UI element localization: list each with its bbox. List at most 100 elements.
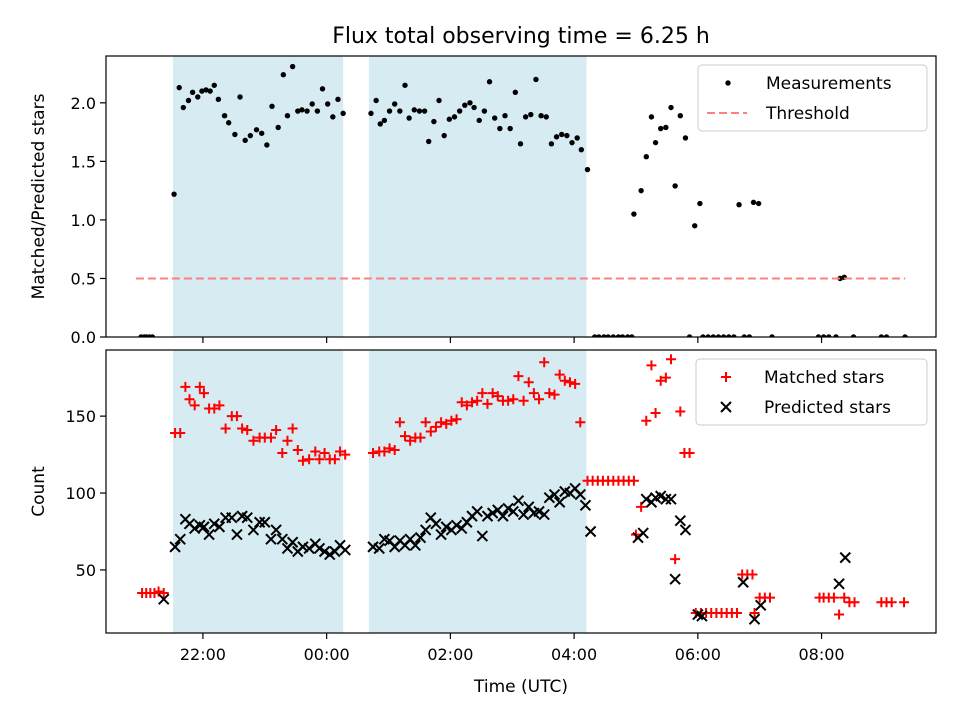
data-point	[902, 334, 908, 337]
data-point	[195, 94, 201, 100]
data-point	[242, 137, 248, 143]
data-point	[574, 135, 580, 141]
y-tick-label: 150	[65, 407, 96, 426]
data-point	[574, 488, 586, 501]
series-matched-stars	[137, 354, 910, 620]
data-point	[406, 115, 412, 121]
data-point	[368, 448, 379, 459]
data-point	[384, 443, 395, 454]
data-point	[180, 381, 191, 392]
data-point	[242, 424, 253, 435]
data-point	[379, 446, 390, 457]
data-point	[482, 398, 493, 409]
data-point	[741, 334, 747, 337]
data-point	[502, 502, 514, 515]
data-point	[265, 432, 276, 443]
data-point	[486, 79, 493, 85]
data-point	[507, 505, 519, 518]
data-point	[850, 334, 857, 337]
data-point	[415, 432, 426, 443]
data-point	[282, 435, 293, 446]
data-point	[650, 408, 661, 419]
data-point	[414, 531, 427, 544]
data-point	[503, 395, 514, 406]
data-point	[199, 88, 205, 94]
data-point	[237, 423, 248, 434]
data-point	[188, 522, 201, 535]
x-tick-label: 22:00	[180, 645, 226, 664]
data-point	[176, 84, 182, 91]
data-point	[264, 142, 270, 148]
data-point	[826, 334, 832, 337]
y-tick-label: 1.5	[71, 152, 96, 171]
data-point	[313, 542, 326, 555]
data-point	[736, 201, 742, 208]
data-point	[513, 371, 524, 382]
data-point	[456, 108, 463, 114]
data-point	[538, 508, 550, 521]
data-point	[189, 400, 200, 411]
data-point	[329, 454, 340, 465]
data-point	[287, 423, 298, 434]
data-point	[324, 548, 336, 561]
data-point	[441, 132, 447, 139]
data-point	[299, 107, 305, 113]
data-point	[421, 108, 428, 114]
data-point	[522, 114, 529, 120]
data-point	[280, 72, 287, 78]
data-point	[492, 391, 503, 402]
data-point	[655, 375, 666, 386]
data-point	[309, 101, 315, 107]
data-point	[180, 104, 187, 111]
series-measurements	[138, 63, 908, 337]
data-point	[203, 528, 215, 541]
data-point	[277, 448, 288, 459]
data-point	[446, 116, 453, 122]
data-point	[409, 539, 422, 552]
data-point	[625, 334, 631, 337]
data-point	[670, 554, 681, 565]
data-point	[319, 448, 330, 459]
data-point	[731, 334, 737, 337]
data-point	[684, 448, 695, 459]
data-point	[517, 508, 530, 521]
data-point	[492, 115, 498, 121]
data-point	[253, 127, 260, 133]
data-point	[184, 394, 195, 405]
shaded-span	[368, 56, 587, 337]
data-point	[528, 111, 534, 118]
data-point	[697, 200, 703, 207]
data-point	[319, 86, 326, 92]
data-point	[682, 135, 689, 141]
data-point	[405, 435, 416, 446]
axes-frame	[105, 349, 937, 634]
x-tick-label: 04:00	[551, 645, 597, 664]
data-point	[377, 121, 383, 127]
data-point	[833, 334, 839, 337]
data-point	[467, 397, 478, 408]
data-point	[512, 89, 519, 95]
data-point	[226, 511, 238, 524]
y-tick-label: 50	[76, 561, 96, 580]
data-point	[149, 334, 156, 337]
data-point	[340, 110, 346, 117]
data-point	[849, 597, 860, 608]
data-point	[420, 417, 431, 428]
data-point	[314, 454, 325, 465]
data-point	[265, 533, 277, 545]
data-point	[543, 114, 549, 120]
data-point	[175, 428, 186, 439]
data-point	[189, 89, 196, 95]
data-point	[705, 334, 711, 337]
data-point	[507, 125, 513, 132]
data-point	[169, 541, 181, 553]
legend: Matched stars Predicted stars	[695, 358, 928, 426]
data-point	[692, 223, 698, 229]
data-point	[258, 130, 265, 136]
data-point	[646, 360, 657, 371]
data-point	[641, 415, 652, 426]
data-point	[436, 417, 447, 428]
data-point	[769, 334, 775, 337]
data-point	[631, 211, 637, 217]
data-point	[207, 88, 213, 94]
